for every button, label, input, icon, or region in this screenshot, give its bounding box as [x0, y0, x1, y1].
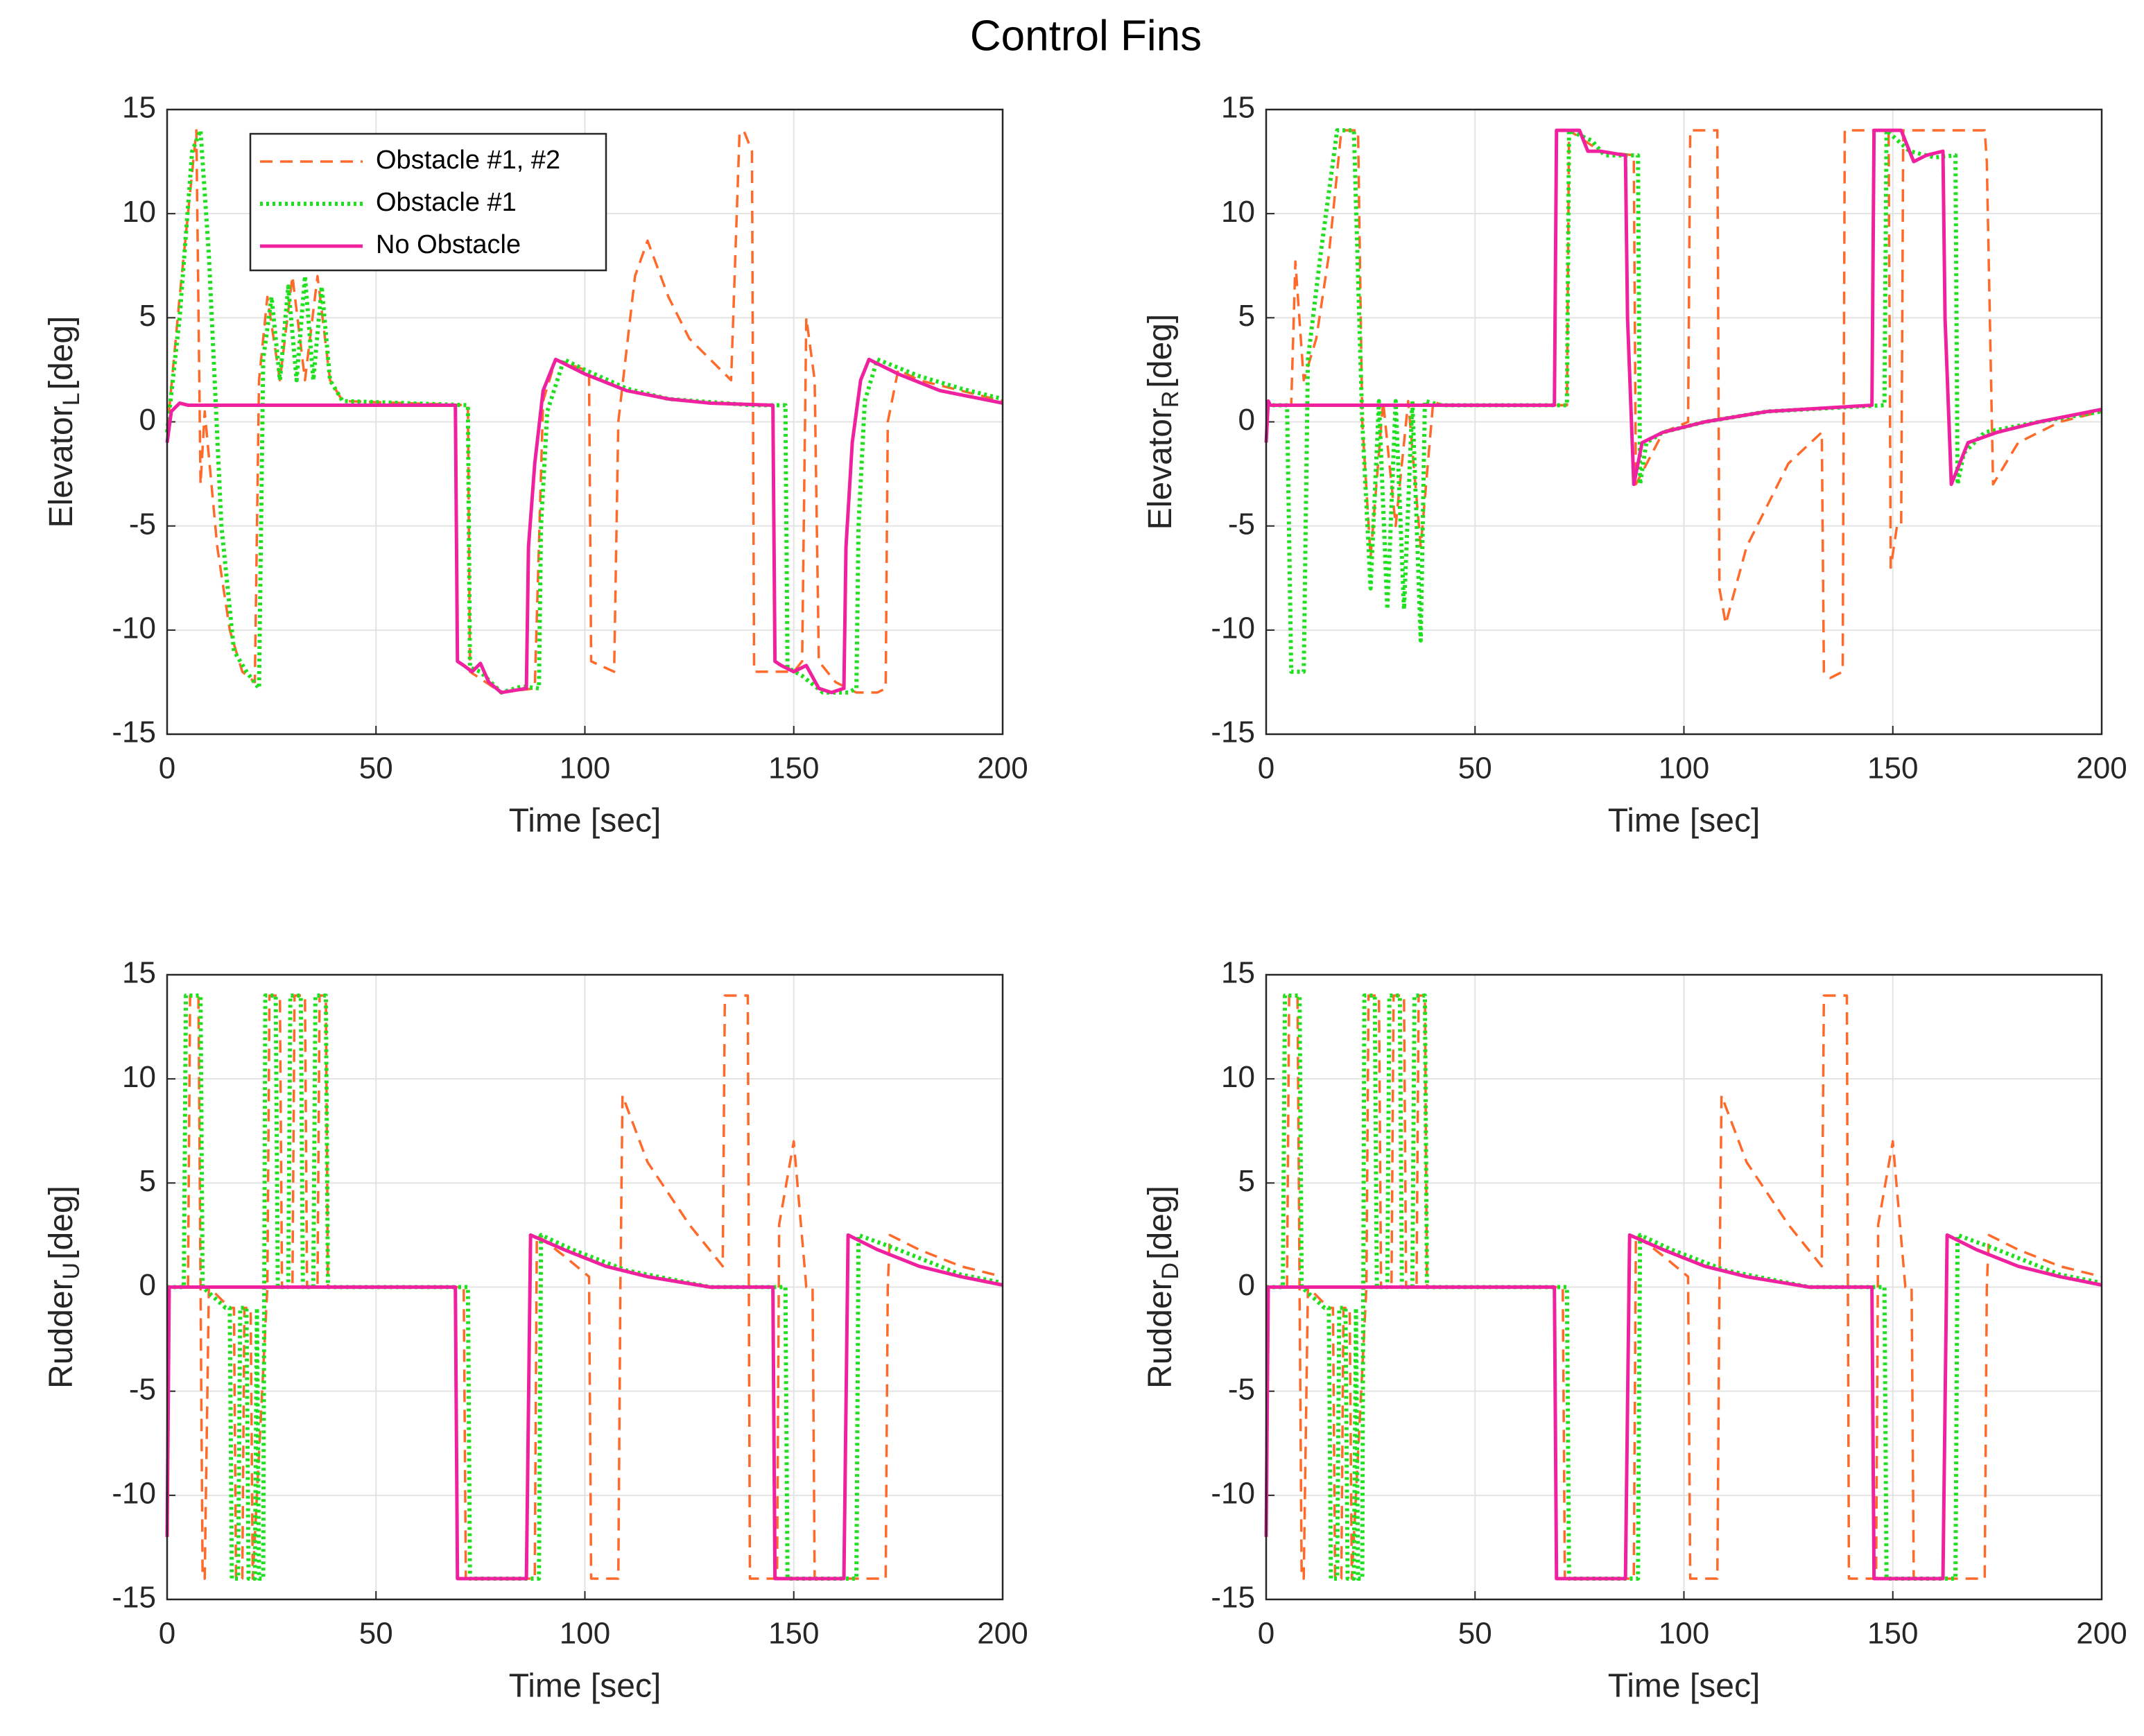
x-tick-label: 0	[159, 1617, 175, 1651]
series-line	[1264, 128, 2102, 487]
x-tick-label: 50	[1458, 752, 1492, 785]
y-axis-label: RudderD [deg]	[1142, 1186, 1184, 1389]
y-tick-label: -5	[1228, 507, 1255, 541]
legend-label: No Obstacle	[376, 230, 521, 259]
y-tick-label: -10	[1211, 611, 1255, 645]
y-tick-label: 5	[1238, 1164, 1255, 1198]
x-axis-label: Time [sec]	[1608, 803, 1761, 840]
y-tick-label: 10	[122, 1060, 156, 1094]
y-axis-label-unit: [deg]	[1142, 314, 1179, 388]
x-axis-label: Time [sec]	[509, 1668, 662, 1705]
x-tick-label: 150	[1867, 1617, 1918, 1651]
x-tick-label: 200	[2076, 1617, 2127, 1651]
y-tick-label: -10	[112, 1476, 156, 1510]
y-axis-label: ElevatorL [deg]	[43, 316, 85, 528]
x-tick-label: 50	[359, 1617, 393, 1651]
series-line	[1266, 128, 2102, 674]
x-tick-label: 150	[1867, 752, 1918, 785]
series-line	[1264, 1233, 2102, 1581]
y-tick-label: 15	[1221, 91, 1255, 125]
series-line	[1266, 129, 2102, 679]
series-line	[167, 994, 1003, 1580]
x-tick-label: 150	[768, 752, 819, 785]
y-tick-label: 5	[139, 1164, 156, 1198]
series-line	[1266, 994, 2102, 1580]
x-tick-label: 200	[977, 752, 1028, 785]
legend-label: Obstacle #1, #2	[376, 146, 560, 175]
subplot: 0 50 100 150 200 -15 -10 -5 0 5 10 15 Time [sec] Elev…	[1142, 91, 2127, 840]
x-tick-label: 0	[1258, 752, 1274, 785]
y-tick-label: 5	[1238, 299, 1255, 333]
y-tick-label: -15	[112, 715, 156, 749]
y-tick-label: 5	[139, 299, 156, 333]
x-tick-label: 100	[560, 752, 610, 785]
y-tick-label: 15	[122, 956, 156, 990]
y-tick-label: 10	[122, 195, 156, 229]
legend-label: Obstacle #1	[376, 188, 517, 217]
y-tick-label: 15	[122, 91, 156, 125]
y-axis-label-main: Elevator	[43, 406, 80, 528]
y-tick-label: -10	[1211, 1476, 1255, 1510]
x-tick-label: 100	[1659, 1617, 1709, 1651]
subplot: 0 50 100 150 200 -15 -10 -5 0 5 10 15 Time [sec] Rudd…	[1142, 956, 2127, 1705]
x-tick-label: 50	[359, 752, 393, 785]
y-tick-label: 0	[1238, 1268, 1255, 1302]
series-line	[1266, 993, 2102, 1581]
series-line	[165, 357, 1003, 695]
axes-box	[166, 973, 1004, 1601]
y-axis-label-sub: U	[58, 1262, 85, 1280]
y-axis-label-main: Elevator	[1142, 408, 1179, 530]
y-tick-label: 15	[1221, 956, 1255, 990]
x-tick-label: 100	[560, 1617, 610, 1651]
series-line	[165, 1233, 1003, 1581]
x-tick-label: 0	[1258, 1617, 1274, 1651]
y-axis-label-sub: L	[58, 392, 85, 406]
y-tick-label: -15	[112, 1581, 156, 1615]
axes-box	[1265, 108, 2103, 736]
x-tick-label: 150	[768, 1617, 819, 1651]
axes-box	[1265, 973, 2103, 1601]
y-tick-label: 0	[139, 1268, 156, 1302]
y-axis-label-sub: R	[1157, 391, 1184, 408]
y-tick-label: -5	[129, 1372, 156, 1406]
x-axis-label: Time [sec]	[509, 803, 662, 840]
y-axis-label-unit: [deg]	[1142, 1186, 1179, 1260]
x-axis-label: Time [sec]	[1608, 1668, 1761, 1705]
y-axis-label-main: Rudder	[1142, 1279, 1179, 1388]
y-axis-label-sub: D	[1157, 1262, 1184, 1280]
y-tick-label: -15	[1211, 1581, 1255, 1615]
y-tick-label: 0	[139, 403, 156, 437]
subplot: 0 50 100 150 200 -15 -10 -5 0 5 10 15 Time [sec] Rudd…	[43, 956, 1028, 1705]
y-tick-label: 10	[1221, 195, 1255, 229]
y-tick-label: -5	[1228, 1372, 1255, 1406]
x-tick-label: 200	[2076, 752, 2127, 785]
y-axis-label: RudderU [deg]	[43, 1186, 85, 1389]
subplot: 0 50 100 150 200 -15 -10 -5 0 5 10 15 Time [sec] Elev…	[43, 91, 1028, 840]
legend: Obstacle #1, #2 Obstacle #1 No Obstacle	[249, 132, 607, 272]
y-tick-label: -10	[112, 611, 156, 645]
y-tick-label: 0	[1238, 403, 1255, 437]
y-axis-label-unit: [deg]	[43, 316, 80, 390]
x-tick-label: 0	[159, 752, 175, 785]
y-tick-label: 10	[1221, 1060, 1255, 1094]
y-axis-label-unit: [deg]	[43, 1186, 80, 1260]
y-tick-label: -5	[129, 507, 156, 541]
y-axis-label: ElevatorR [deg]	[1142, 314, 1184, 530]
x-tick-label: 100	[1659, 752, 1709, 785]
series-line	[166, 129, 1003, 694]
series-line	[167, 993, 1003, 1581]
axes-box	[166, 108, 1004, 736]
x-tick-label: 200	[977, 1617, 1028, 1651]
x-tick-label: 50	[1458, 1617, 1492, 1651]
y-tick-label: -15	[1211, 715, 1255, 749]
figure-title: Control Fins	[970, 12, 1202, 60]
y-axis-label-main: Rudder	[43, 1279, 80, 1388]
